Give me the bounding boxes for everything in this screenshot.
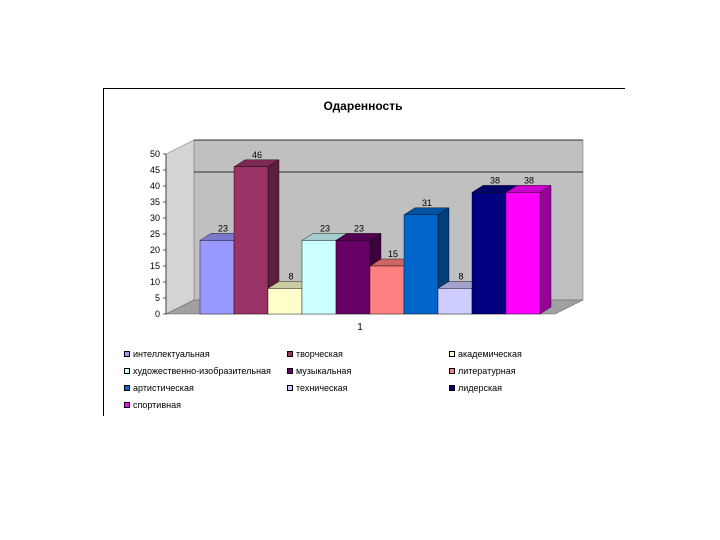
y-tick-label: 30 [150,213,160,223]
bar-10 [505,185,552,315]
bar-front [301,240,337,315]
legend-swatch [449,385,455,391]
legend-item: спортивная [124,400,181,410]
bar-side [539,185,552,315]
legend-label: интеллектуальная [133,349,210,359]
data-label: 23 [320,223,330,233]
data-label: 46 [252,150,262,160]
bar-front [471,192,507,315]
legend-item: техническая [287,383,348,393]
legend-swatch [287,368,293,374]
y-tick-label: 45 [150,165,160,175]
bar-front [199,240,235,315]
y-tick-label: 35 [150,197,160,207]
bar-front [437,288,473,315]
side-wall [165,139,195,315]
legend-item: литературная [449,366,516,376]
bar-front [403,214,439,315]
legend-item: художественно-изобразительная [124,366,271,376]
bar-front [233,166,269,315]
x-category-label: 1 [357,322,363,333]
y-tick-label: 0 [155,309,160,319]
y-tick-label: 25 [150,229,160,239]
legend-label: спортивная [133,400,181,410]
legend-swatch [124,402,130,408]
legend-item: музыкальная [287,366,351,376]
y-tick-label: 10 [150,277,160,287]
data-label: 8 [288,271,293,281]
legend-swatch [449,368,455,374]
legend-swatch [449,351,455,357]
legend-item: артистическая [124,383,194,393]
legend-label: творческая [296,349,343,359]
legend-label: техническая [296,383,348,393]
y-tick-label: 40 [150,181,160,191]
frame-left-border [103,88,104,416]
bar-front [335,240,371,315]
bar-front [369,265,405,315]
data-label: 31 [422,198,432,208]
y-tick-label: 15 [150,261,160,271]
data-label: 38 [490,175,500,185]
legend-swatch [287,351,293,357]
bar-front [267,288,303,315]
y-tick-label: 50 [150,149,160,159]
legend-item: интеллектуальная [124,349,210,359]
bar-2 [233,159,280,315]
frame-top-border [103,88,625,89]
data-label: 23 [218,223,228,233]
bar-front [505,192,541,315]
legend-swatch [124,351,130,357]
legend-item: творческая [287,349,343,359]
legend-swatch [124,385,130,391]
y-tick-label: 20 [150,245,160,255]
legend-label: художественно-изобразительная [133,366,271,376]
legend-label: лидерская [458,383,503,393]
legend-item: лидерская [449,383,502,393]
legend-swatch [287,385,293,391]
legend-item: академическая [449,349,522,359]
data-label: 8 [458,271,463,281]
legend-label: литературная [458,366,516,376]
data-label: 38 [524,175,534,185]
chart-title: Одаренность [324,99,403,113]
data-label: 23 [354,223,364,233]
legend-swatch [124,368,130,374]
legend-label: музыкальная [296,366,352,376]
legend-label: академическая [458,349,522,359]
y-tick-label: 5 [155,293,160,303]
data-label: 15 [388,249,398,259]
legend-label: артистическая [133,383,194,393]
